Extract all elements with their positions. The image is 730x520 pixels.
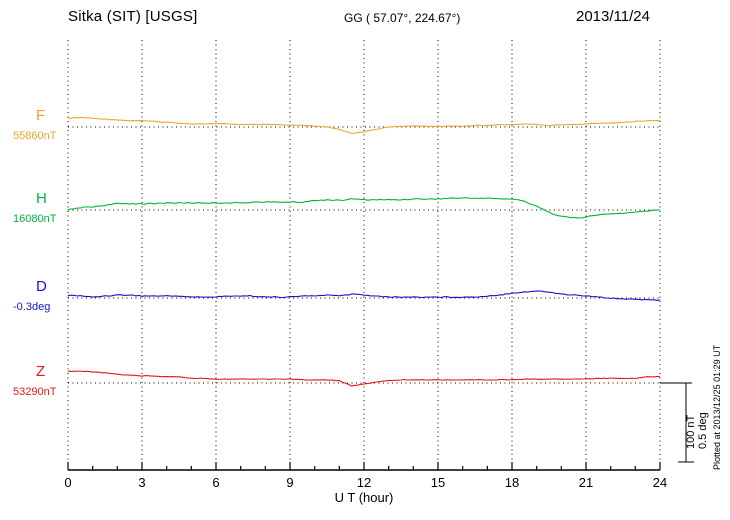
x-tick-label: 18 bbox=[504, 475, 520, 490]
gg-coordinates: GG ( 57.07°, 224.67°) bbox=[344, 11, 461, 25]
trace-H bbox=[67, 197, 661, 219]
trace-label-H: H bbox=[36, 190, 47, 207]
x-tick-label: 9 bbox=[286, 475, 294, 490]
x-tick-label: 0 bbox=[64, 475, 72, 490]
scale-bar-deg-label: 0.5 deg bbox=[697, 412, 709, 449]
station-title: Sitka (SIT) [USGS] bbox=[68, 8, 198, 25]
trace-baseline-value-H: 16080nT bbox=[13, 213, 57, 225]
scale-bar-nt-label: 100 nT bbox=[685, 414, 697, 449]
trace-label-F: F bbox=[36, 107, 46, 124]
trace-label-D: D bbox=[36, 278, 47, 295]
x-tick-label: 6 bbox=[212, 475, 220, 490]
x-tick-label: 24 bbox=[652, 475, 668, 490]
trace-D bbox=[67, 290, 661, 301]
trace-Z bbox=[67, 370, 661, 387]
trace-baseline-value-D: -0.3deg bbox=[13, 301, 51, 313]
x-tick-label: 3 bbox=[138, 475, 146, 490]
x-axis-title: U T (hour) bbox=[334, 490, 394, 505]
plot-date: 2013/11/24 bbox=[576, 8, 650, 25]
trace-baseline-value-F: 55860nT bbox=[13, 130, 57, 142]
trace-label-Z: Z bbox=[36, 363, 46, 380]
trace-baseline-value-Z: 53290nT bbox=[13, 386, 57, 398]
trace-F bbox=[67, 116, 661, 134]
plotted-timestamp-note: Plotted at 2013/12/25 01:29 UT bbox=[712, 344, 722, 470]
x-tick-label: 21 bbox=[578, 475, 594, 490]
x-tick-label: 15 bbox=[430, 475, 446, 490]
x-tick-label: 12 bbox=[356, 475, 372, 490]
